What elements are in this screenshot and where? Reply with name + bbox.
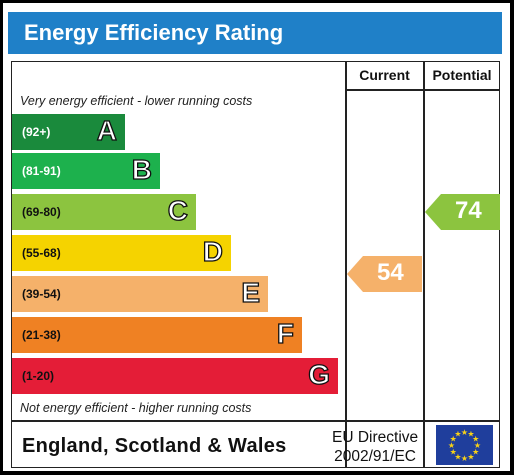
band-range: (92+) — [22, 125, 51, 139]
band-range: (1-20) — [22, 369, 55, 383]
band-letter: E — [241, 276, 261, 308]
potential-rating-value: 74 — [455, 197, 482, 224]
band-e: (39-54) E — [12, 276, 268, 312]
band-a: (92+) A — [12, 114, 125, 150]
band-range: (81-91) — [22, 164, 61, 178]
band-letter: A — [96, 114, 118, 146]
band-letter: G — [308, 358, 331, 390]
band-g: (1-20) G — [12, 358, 338, 394]
eu-star-icon: ★ — [474, 441, 481, 450]
eu-star-icon: ★ — [454, 430, 461, 439]
title-bar: Energy Efficiency Rating — [8, 12, 502, 54]
bottom-note: Not energy efficient - higher running co… — [20, 401, 252, 415]
eu-star-icon: ★ — [461, 428, 468, 437]
eu-star-icon: ★ — [472, 448, 479, 457]
band-letter: F — [276, 317, 294, 349]
footer-divider — [12, 420, 499, 422]
eu-directive-line1: EU Directive — [332, 429, 419, 446]
region-label: England, Scotland & Wales — [22, 435, 287, 457]
band-b: (81-91) B — [12, 153, 160, 189]
column-divider — [423, 62, 425, 467]
band-f: (21-38) F — [12, 317, 302, 353]
band-c: (69-80) C — [12, 194, 196, 230]
current-column-header: Current — [359, 67, 410, 83]
eu-directive: EU Directive 2002/91/EC — [332, 428, 418, 466]
band-letter: D — [202, 235, 224, 267]
eu-star-icon: ★ — [461, 454, 468, 463]
current-rating-arrow: 54 — [347, 256, 422, 292]
band-letter: B — [131, 153, 153, 185]
band-d: (55-68) D — [12, 235, 231, 271]
band-letter: C — [167, 194, 189, 226]
potential-rating-arrow: 74 — [425, 194, 500, 230]
band-range: (69-80) — [22, 205, 61, 219]
eu-star-icon: ★ — [454, 452, 461, 461]
band-range: (39-54) — [22, 287, 61, 301]
eu-star-icon: ★ — [467, 430, 474, 439]
top-note: Very energy efficient - lower running co… — [20, 94, 253, 108]
eu-star-icon: ★ — [450, 448, 457, 457]
eu-directive-line2: 2002/91/EC — [334, 448, 416, 465]
rating-table: Current Potential Very energy efficient … — [11, 61, 500, 468]
column-divider — [345, 62, 347, 467]
eu-flag-icon: ★ ★ ★ ★ ★ ★ ★ ★ ★ ★ ★ ★ — [436, 425, 493, 465]
band-range: (21-38) — [22, 328, 61, 342]
eu-star-icon: ★ — [450, 435, 457, 444]
page-title: Energy Efficiency Rating — [24, 20, 284, 45]
potential-column-header: Potential — [432, 67, 492, 83]
eu-star-icon: ★ — [467, 452, 474, 461]
eu-star-icon: ★ — [472, 435, 479, 444]
eu-star-icon: ★ — [448, 441, 455, 450]
header-divider — [345, 89, 499, 91]
band-range: (55-68) — [22, 246, 61, 260]
current-rating-value: 54 — [377, 259, 404, 286]
